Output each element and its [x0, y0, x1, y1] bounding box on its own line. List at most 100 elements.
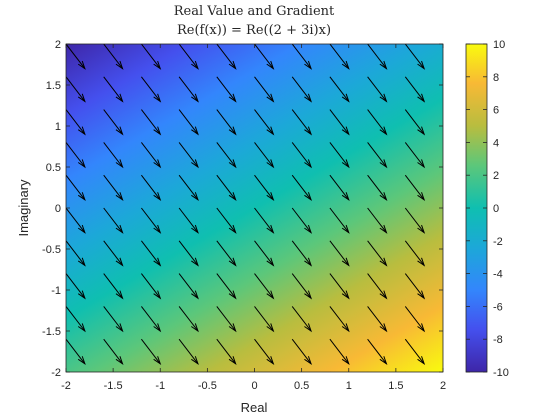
- gradient-arrow: [66, 44, 86, 70]
- gradient-arrow: [254, 338, 275, 366]
- gradient-arrow: [216, 44, 237, 70]
- gradient-arrow: [404, 142, 426, 169]
- gradient-arrow: [216, 76, 237, 103]
- gradient-arrow: [291, 338, 313, 366]
- x-tick-label: -2: [61, 380, 71, 392]
- gradient-arrow: [216, 371, 218, 372]
- gradient-arrow: [254, 109, 275, 136]
- colorbar-tick-label: -6: [493, 301, 503, 313]
- colorbar-tick-label: 4: [493, 137, 499, 149]
- gradient-arrow: [178, 142, 199, 169]
- gradient-arrow: [367, 174, 388, 202]
- colorbar-tick-label: 8: [493, 72, 499, 84]
- gradient-arrow: [291, 44, 313, 70]
- x-tick-label: 0: [251, 380, 257, 392]
- gradient-arrow: [367, 273, 388, 300]
- gradient-arrow: [291, 76, 313, 103]
- x-tick-label: -0.5: [198, 380, 217, 392]
- gradient-arrow: [66, 174, 86, 202]
- gradient-arrow: [291, 174, 313, 202]
- gradient-arrow: [103, 240, 124, 267]
- x-axis: -2 -1.5 -1 -0.5 0 0.5 1 1.5 2: [61, 44, 446, 392]
- gradient-arrow: [141, 240, 162, 267]
- gradient-arrow: [404, 306, 426, 333]
- gradient-arrow: [103, 338, 124, 366]
- chart-subtitle: Re(f(x)) = Re((2 + 3i)x): [177, 23, 331, 38]
- plot-area: [65, 43, 444, 373]
- gradient-arrow: [329, 174, 350, 202]
- gradient-arrow: [329, 44, 350, 70]
- gradient-arrow: [329, 240, 350, 267]
- gradient-arrow: [367, 371, 369, 372]
- gradient-arrow: [404, 76, 426, 103]
- gradient-arrow: [103, 76, 124, 103]
- gradient-arrow: [66, 338, 86, 366]
- gradient-arrow: [216, 109, 237, 136]
- gradient-arrow: [103, 306, 124, 333]
- gradient-arrow: [367, 44, 388, 70]
- gradient-arrow: [367, 338, 388, 366]
- gradient-arrow: [404, 109, 426, 136]
- gradient-arrow: [178, 76, 199, 103]
- gradient-arrow: [329, 109, 350, 136]
- gradient-arrow: [66, 207, 86, 234]
- gradient-arrow: [103, 109, 124, 136]
- gradient-arrow: [141, 306, 162, 333]
- gradient-arrow: [141, 142, 162, 169]
- colorbar-tick-label: -2: [493, 236, 503, 248]
- colorbar-gradient: [466, 44, 487, 372]
- gradient-arrow: [329, 338, 350, 366]
- gradient-arrow: [216, 338, 237, 366]
- y-tick-label: -0.5: [42, 244, 61, 256]
- gradient-arrow: [254, 142, 275, 169]
- gradient-arrow: [216, 207, 237, 234]
- gradient-arrow: [367, 240, 388, 267]
- gradient-arrow: [141, 207, 162, 234]
- x-tick-label: 0.5: [294, 380, 309, 392]
- gradient-arrow: [367, 76, 388, 103]
- gradient-arrow: [178, 44, 199, 70]
- gradient-arrow: [178, 273, 199, 300]
- x-tick-label: -1: [155, 380, 165, 392]
- gradient-arrow: [367, 109, 388, 136]
- gradient-arrow: [103, 142, 124, 169]
- gradient-arrow: [291, 240, 313, 267]
- gradient-arrow: [66, 306, 86, 333]
- gradient-arrow: [178, 109, 199, 136]
- gradient-arrows: [66, 44, 426, 372]
- y-tick-label: -1: [51, 285, 61, 297]
- y-tick-label: 0: [55, 203, 61, 215]
- colorbar: 10 8 6 4 2 0 -2 -4 -6 -8 -10: [465, 39, 509, 379]
- colorbar-tick-label: -4: [493, 269, 503, 281]
- gradient-arrow: [216, 273, 237, 300]
- colorbar-tick-label: 6: [493, 105, 499, 117]
- gradient-arrow: [404, 174, 426, 202]
- gradient-arrow: [103, 273, 124, 300]
- y-tick-label: 1: [55, 121, 61, 133]
- gradient-arrow: [141, 76, 162, 103]
- gradient-arrow: [216, 240, 237, 267]
- gradient-arrow: [367, 142, 388, 169]
- chart-title: Real Value and Gradient: [174, 4, 335, 19]
- gradient-arrow: [178, 207, 199, 234]
- y-tick-label: -1.5: [42, 326, 61, 338]
- gradient-arrow: [329, 76, 350, 103]
- x-tick-label: -1.5: [104, 380, 123, 392]
- colorbar-tick-label: 0: [493, 203, 499, 215]
- gradient-arrow: [254, 273, 275, 300]
- colorbar-tick-label: -8: [493, 334, 503, 346]
- gradient-arrow: [103, 44, 124, 70]
- gradient-arrow: [66, 109, 86, 136]
- gradient-arrow: [141, 109, 162, 136]
- gradient-arrow: [254, 44, 275, 70]
- y-tick-label: 2: [55, 39, 61, 51]
- gradient-arrow: [178, 338, 199, 366]
- y-axis: 2 1.5 1 0.5 0 -0.5 -1 -1.5 -2: [42, 39, 443, 379]
- gradient-arrow: [216, 306, 237, 333]
- gradient-arrow: [404, 273, 426, 300]
- gradient-arrow: [254, 240, 275, 267]
- colorbar-tick-label: 2: [493, 170, 499, 182]
- gradient-arrow: [329, 207, 350, 234]
- gradient-arrow: [367, 207, 388, 234]
